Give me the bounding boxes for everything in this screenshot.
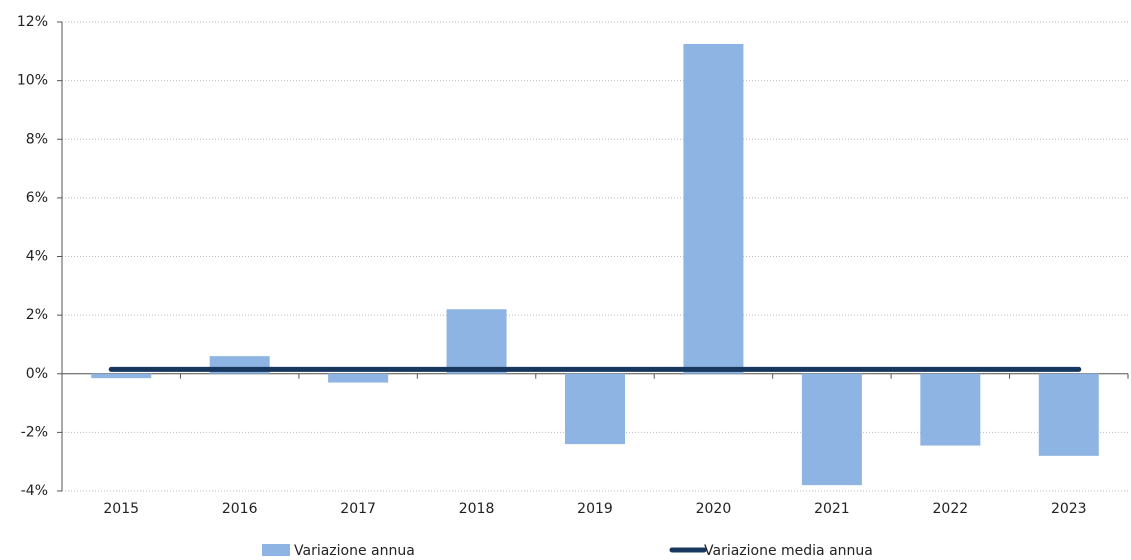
bar: [446, 309, 507, 374]
legend-swatch: [262, 544, 290, 556]
y-tick-label: 10%: [17, 73, 48, 89]
bar: [683, 43, 744, 374]
bar: [920, 373, 981, 446]
x-tick-label: 2018: [459, 501, 495, 517]
y-tick-label: -2%: [21, 424, 48, 440]
x-tick-label: 2020: [696, 501, 732, 517]
x-tick-label: 2023: [1051, 501, 1087, 517]
y-tick-label: 2%: [26, 307, 48, 323]
bar: [328, 373, 389, 383]
bar: [565, 373, 625, 445]
x-tick-label: 2022: [933, 501, 969, 517]
legend-label: Variazione annua: [294, 543, 415, 559]
bar: [1038, 373, 1099, 456]
bar: [801, 373, 862, 486]
y-tick-label: 8%: [26, 131, 48, 147]
y-tick-label: 12%: [17, 14, 48, 30]
x-tick-label: 2019: [577, 501, 613, 517]
legend-label: Variazione media annua: [704, 543, 873, 559]
y-tick-label: -4%: [21, 483, 48, 499]
y-tick-label: 0%: [26, 366, 48, 382]
x-tick-label: 2015: [103, 501, 139, 517]
x-tick-label: 2017: [340, 501, 376, 517]
y-tick-label: 6%: [26, 190, 48, 206]
x-tick-label: 2016: [222, 501, 258, 517]
bar: [91, 373, 152, 379]
x-tick-label: 2021: [814, 501, 850, 517]
y-tick-label: 4%: [26, 249, 48, 265]
